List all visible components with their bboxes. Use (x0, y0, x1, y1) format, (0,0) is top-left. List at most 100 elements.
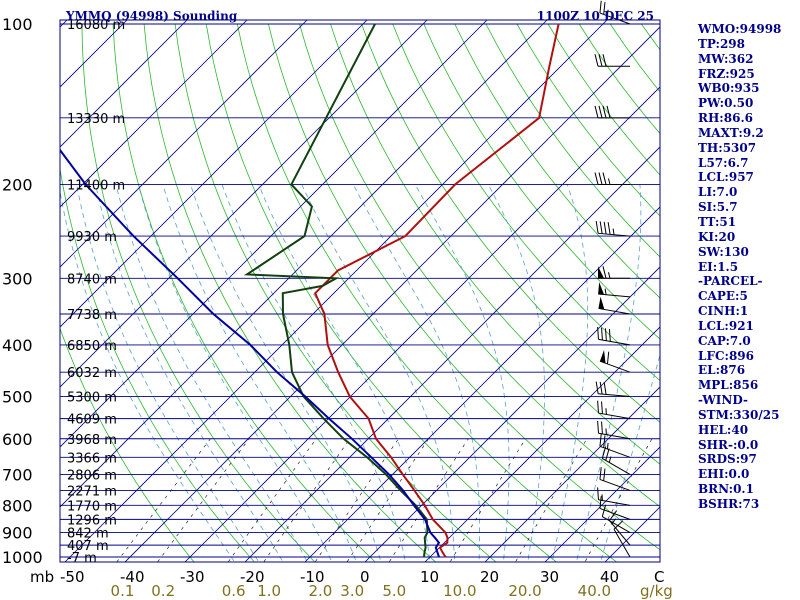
wind-barb-flag (599, 433, 602, 447)
wind-barb (601, 504, 631, 534)
temperature-tick-label: -30 (180, 568, 205, 586)
pressure-tick-label: 500 (2, 388, 33, 407)
moist-adiabat-line (352, 184, 481, 562)
wind-barb-staff (598, 338, 631, 346)
pressure-unit-label: mb (30, 568, 54, 586)
index-hel: HEL:40 (698, 422, 749, 437)
wind-barb (597, 326, 631, 346)
mixing-ratio-line (314, 438, 399, 562)
mixing-ratio-unit-label: g/kg (640, 582, 673, 600)
index-frz: FRZ:925 (698, 66, 755, 81)
index-maxt: MAXT:9.2 (698, 125, 764, 140)
wind-barb (595, 381, 631, 398)
dry-adiabat-line (236, 23, 618, 562)
index-si: SI:5.7 (698, 200, 738, 215)
isotherm-line (60, 20, 308, 268)
index-parcel-lcl: LCL:921 (698, 318, 754, 333)
temperature-tick-label: -10 (300, 568, 325, 586)
moist-adiabat-line (301, 184, 455, 562)
isotherm-line (424, 326, 660, 562)
temperature-tick-label: -20 (240, 568, 265, 586)
height-label: 3366 m (67, 451, 117, 466)
pressure-tick-label: 900 (2, 524, 33, 543)
index-rh: RH:86.6 (698, 111, 753, 126)
wind-barb (598, 296, 631, 315)
wind-barb-flag (599, 221, 603, 234)
mixing-ratio-label: 40.0 (578, 582, 611, 600)
mixing-ratio-label: 5.0 (382, 582, 406, 600)
temperature-tick-label: 20 (480, 568, 499, 586)
temperature-tick-label: -40 (120, 568, 145, 586)
wind-barb-flag (597, 487, 599, 500)
height-label: 407 m (67, 539, 109, 554)
wind-barb-flag (603, 468, 606, 481)
wind-barb-flag (602, 54, 607, 67)
temperature-tick-label: 10 (420, 568, 439, 586)
plot-border (59, 19, 661, 563)
wind-barb-flag (601, 421, 603, 434)
mixing-ratio-label: 10.0 (443, 582, 476, 600)
isotherm-line (364, 266, 660, 562)
height-label: 11400 m (67, 178, 125, 193)
moist-adiabat-line (221, 184, 406, 562)
isotherm-line (544, 446, 660, 562)
temperature-tick-label: -50 (60, 568, 85, 586)
isotherm-line (484, 386, 660, 562)
mixing-ratio-label: 20.0 (508, 582, 541, 600)
height-label: 6032 m (67, 366, 117, 381)
wind-barb (594, 105, 630, 119)
dry-adiabat-line (454, 23, 660, 299)
wind-barb-flag (595, 221, 599, 234)
height-label: 13330 m (67, 112, 125, 127)
wind-barb-staff (598, 393, 631, 398)
wind-barb-staff (598, 432, 631, 440)
index-stm: STM:330/25 (698, 407, 780, 422)
wind-barb-staff (598, 293, 631, 298)
wind-barb-half-flag (612, 228, 615, 235)
dry-adiabat-line (60, 327, 195, 562)
mixing-ratio-label: 0.1 (111, 582, 135, 600)
isotherm-line (60, 20, 428, 388)
chart-title: YMMQ (94998) Sounding (65, 9, 238, 23)
wind-barb-flag (598, 172, 603, 185)
wind-barb-flag (599, 496, 602, 509)
wind-barb-flag (599, 0, 602, 14)
wind-barb-flag (602, 172, 607, 185)
pressure-tick-label: 200 (2, 175, 33, 194)
wind-barb-staff (599, 12, 631, 25)
wind-barb (599, 0, 631, 25)
height-label: 4609 m (67, 413, 117, 428)
height-label: 2806 m (67, 468, 117, 483)
mixing-ratio-line (346, 438, 429, 562)
moist-adiabat-line (95, 184, 284, 562)
index-pw: PW:0.50 (698, 96, 754, 111)
index-ki: KI:20 (698, 229, 736, 244)
wind-barb-staff (602, 458, 631, 475)
moist-adiabat-line (60, 189, 236, 562)
pressure-tick-label: 1000 (2, 548, 43, 567)
isotherm-line (244, 146, 660, 562)
height-label: 1770 m (67, 499, 117, 514)
index-li: LI:7.0 (698, 185, 738, 200)
wind-barb-pennant (598, 266, 604, 279)
wind-barb-staff (599, 360, 631, 373)
index-shr: SHR-:0.0 (698, 437, 759, 452)
wind-barb-flag (598, 105, 603, 118)
isotherm-line (184, 86, 660, 562)
isotherm-line (64, 20, 608, 562)
index-tt: TT:51 (698, 214, 737, 229)
height-label: 9930 m (67, 230, 117, 245)
wind-barb-half-flag (608, 272, 611, 279)
wind-barb (599, 467, 631, 491)
height-label: -7 m (67, 551, 97, 566)
wind-barb-staff (613, 529, 631, 558)
dry-adiabat-line (143, 23, 437, 562)
moist-adiabat-line (115, 184, 308, 562)
index-mpl: MPL:856 (698, 378, 759, 393)
isotherm-line (60, 20, 248, 208)
wind-barb-flag (601, 327, 603, 341)
wind-barb-flag (594, 105, 599, 118)
index-brn: BRN:0.1 (698, 482, 754, 497)
mixing-ratio-line (157, 438, 250, 562)
